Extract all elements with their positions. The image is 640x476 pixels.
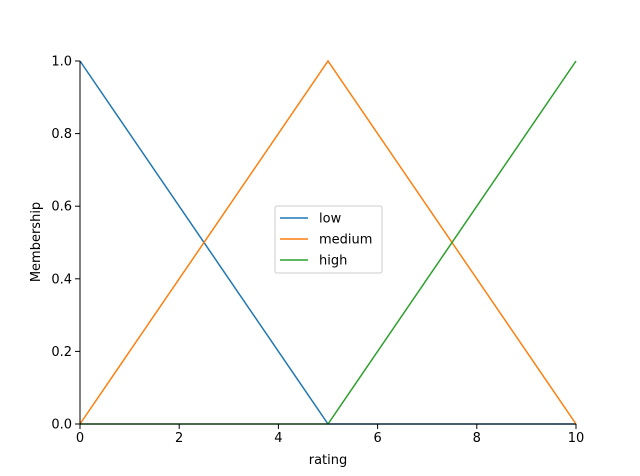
legend-label-medium: medium	[319, 233, 372, 248]
legend: low medium high	[275, 206, 382, 273]
y-tick-label: 0.4	[51, 272, 72, 287]
legend-label-low: low	[319, 212, 342, 227]
x-tick-label: 2	[175, 431, 183, 446]
legend-label-high: high	[319, 254, 347, 269]
x-tick-label: 0	[76, 431, 84, 446]
y-tick-label: 0.6	[51, 200, 72, 215]
x-tick-label: 10	[568, 431, 585, 446]
x-axis-label: rating	[309, 453, 348, 468]
y-tick-label: 0.0	[51, 418, 72, 433]
y-tick-label: 0.2	[51, 345, 72, 360]
x-tick-label: 8	[473, 431, 481, 446]
y-tick-label: 1.0	[51, 55, 72, 70]
y-tick-label: 0.8	[51, 127, 72, 142]
x-tick-label: 4	[274, 431, 282, 446]
x-tick-label: 6	[373, 431, 381, 446]
y-axis-label: Membership	[29, 202, 44, 282]
